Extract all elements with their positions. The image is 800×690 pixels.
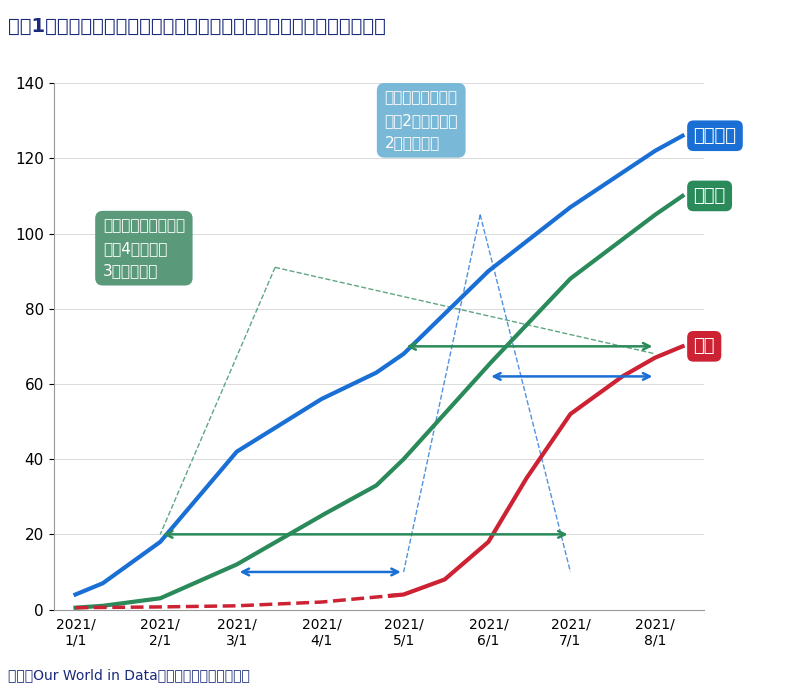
Text: ドイツ: ドイツ bbox=[694, 187, 726, 205]
Text: 図表1　ワクチン接種先行国（イギリス、ドイツ）と日本の接種率比較: 図表1 ワクチン接種先行国（イギリス、ドイツ）と日本の接種率比較 bbox=[8, 17, 386, 37]
Text: ドイツとの時間差
当初2ヵ月半から
2ヵ月に短縮: ドイツとの時間差 当初2ヵ月半から 2ヵ月に短縮 bbox=[385, 90, 458, 150]
Text: イギリスとの時間差
当初4ヵ月から
3ヵ月に短縮: イギリスとの時間差 当初4ヵ月から 3ヵ月に短縮 bbox=[103, 219, 185, 278]
Text: 出所：Our World in Dataより野村総合研究所作成: 出所：Our World in Dataより野村総合研究所作成 bbox=[8, 668, 250, 682]
Text: 日本: 日本 bbox=[694, 337, 715, 355]
Text: イギリス: イギリス bbox=[694, 127, 737, 145]
